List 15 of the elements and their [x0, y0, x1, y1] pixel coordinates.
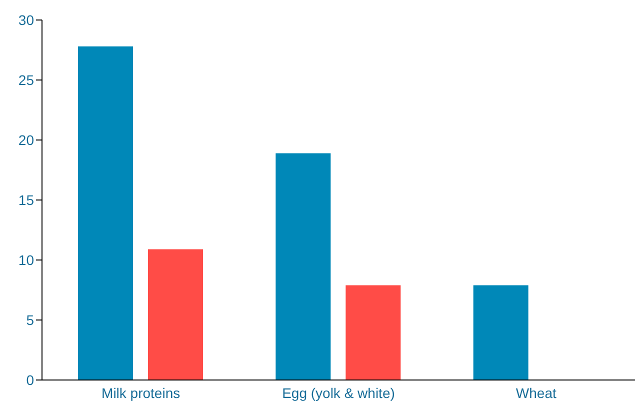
y-tick-label: 5 — [26, 312, 34, 328]
y-tick-label: 20 — [18, 132, 34, 148]
x-tick-label: Egg (yolk & white) — [282, 384, 395, 401]
x-tick-label: Milk proteins — [102, 384, 180, 401]
bar — [78, 46, 133, 380]
bar — [148, 249, 203, 380]
x-tick-label: Wheat — [516, 384, 557, 401]
bar — [276, 153, 331, 380]
bar — [473, 285, 528, 380]
y-tick-label: 15 — [18, 192, 34, 208]
y-tick-label: 10 — [18, 252, 34, 268]
y-tick-label: 0 — [26, 372, 34, 388]
y-tick-label: 25 — [18, 72, 34, 88]
bar — [346, 285, 401, 380]
y-tick-label: 30 — [18, 12, 34, 28]
